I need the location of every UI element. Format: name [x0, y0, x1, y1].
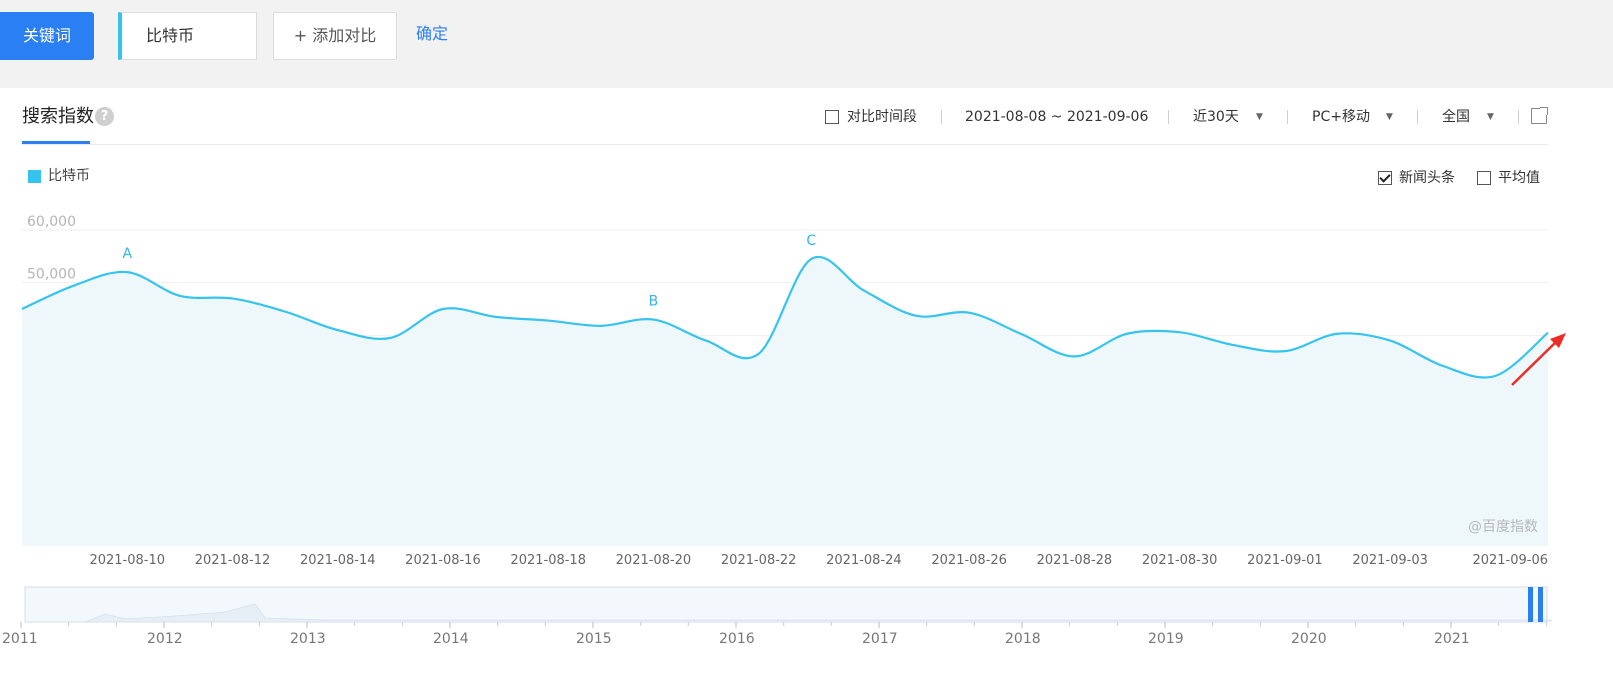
divider: [1168, 110, 1169, 124]
keyword-button[interactable]: 关键词: [0, 12, 94, 60]
x-tick-label: 2021-08-18: [510, 553, 586, 568]
year-label: 2017: [862, 631, 898, 647]
x-tick-label: 2021-08-10: [89, 553, 165, 568]
caret-down-icon[interactable]: ▼: [1256, 112, 1263, 122]
x-tick-label: 2021-09-01: [1247, 553, 1323, 568]
x-tick-label: 2021-08-28: [1037, 553, 1113, 568]
confirm-link[interactable]: 确定: [416, 24, 449, 43]
x-tick-label: 2021-09-06: [1472, 553, 1548, 568]
divider: [1417, 110, 1418, 124]
keyword-input[interactable]: 比特币: [118, 12, 257, 60]
news-label[interactable]: 新闻头条: [1399, 170, 1455, 186]
caret-down-icon[interactable]: ▼: [1386, 112, 1393, 122]
red-arrow-annotation: [1511, 339, 1559, 386]
year-label: 2019: [1148, 631, 1184, 647]
divider: [1518, 110, 1519, 124]
news-checkbox[interactable]: [1378, 171, 1392, 185]
year-label: 2016: [719, 631, 755, 647]
news-annotation-b[interactable]: B: [649, 294, 659, 310]
x-tick-label: 2021-08-22: [721, 553, 797, 568]
top-bar: 关键词 比特币 + 添加对比 确定: [0, 0, 1613, 88]
news-annotation-a[interactable]: A: [122, 246, 132, 262]
date-range-picker[interactable]: 2021-08-08 ~ 2021-09-06: [965, 109, 1149, 125]
range-handle-left[interactable]: [1528, 587, 1533, 622]
news-annotation-c[interactable]: C: [806, 233, 816, 249]
range-navigator[interactable]: [24, 586, 1548, 623]
average-label[interactable]: 平均值: [1498, 170, 1540, 186]
year-label: 2012: [147, 631, 183, 647]
tab-search-index[interactable]: 搜索指数: [22, 106, 94, 127]
x-tick-label: 2021-08-16: [405, 553, 481, 568]
legend-swatch: [28, 170, 41, 183]
keyword-value: 比特币: [146, 26, 195, 45]
year-label: 2014: [433, 631, 469, 647]
compare-period-checkbox[interactable]: [825, 110, 839, 124]
x-tick-label: 2021-08-14: [300, 553, 376, 568]
y-tick-label: 50,000: [27, 267, 76, 283]
y-tick-label: 60,000: [27, 214, 76, 230]
x-tick-label: 2021-09-03: [1352, 553, 1428, 568]
year-label: 2013: [290, 631, 326, 647]
x-tick-label: 2021-08-20: [616, 553, 692, 568]
watermark: @百度指数: [1468, 519, 1538, 535]
year-label: 2021: [1434, 631, 1470, 647]
year-label: 2015: [576, 631, 612, 647]
header-divider: [22, 144, 1548, 145]
add-compare-button[interactable]: + 添加对比: [273, 12, 397, 60]
x-tick-label: 2021-08-12: [195, 553, 271, 568]
series-line-bitcoin[interactable]: [21, 255, 1549, 379]
x-tick-label: 2021-08-26: [931, 553, 1007, 568]
period-select[interactable]: 近30天: [1193, 109, 1239, 125]
legend-series-label[interactable]: 比特币: [48, 168, 90, 184]
compare-period-label[interactable]: 对比时间段: [847, 109, 917, 125]
caret-down-icon[interactable]: ▼: [1487, 112, 1494, 122]
year-label: 2011: [2, 631, 38, 647]
year-label: 2018: [1005, 631, 1041, 647]
series-area-fill: [22, 256, 1548, 546]
divider: [1287, 110, 1288, 124]
divider: [941, 110, 942, 124]
red-arrow-head: [1550, 333, 1566, 348]
overview-sparkline: [25, 603, 1553, 623]
external-link-icon[interactable]: [1531, 107, 1548, 124]
year-label: 2020: [1291, 631, 1327, 647]
average-checkbox[interactable]: [1477, 171, 1491, 185]
help-icon[interactable]: ?: [95, 107, 114, 126]
range-handle-right[interactable]: [1538, 587, 1543, 622]
device-select[interactable]: PC+移动: [1312, 109, 1370, 125]
x-tick-label: 2021-08-30: [1142, 553, 1218, 568]
x-tick-label: 2021-08-24: [826, 553, 902, 568]
region-select[interactable]: 全国: [1442, 109, 1470, 125]
tab-underline: [22, 141, 90, 144]
